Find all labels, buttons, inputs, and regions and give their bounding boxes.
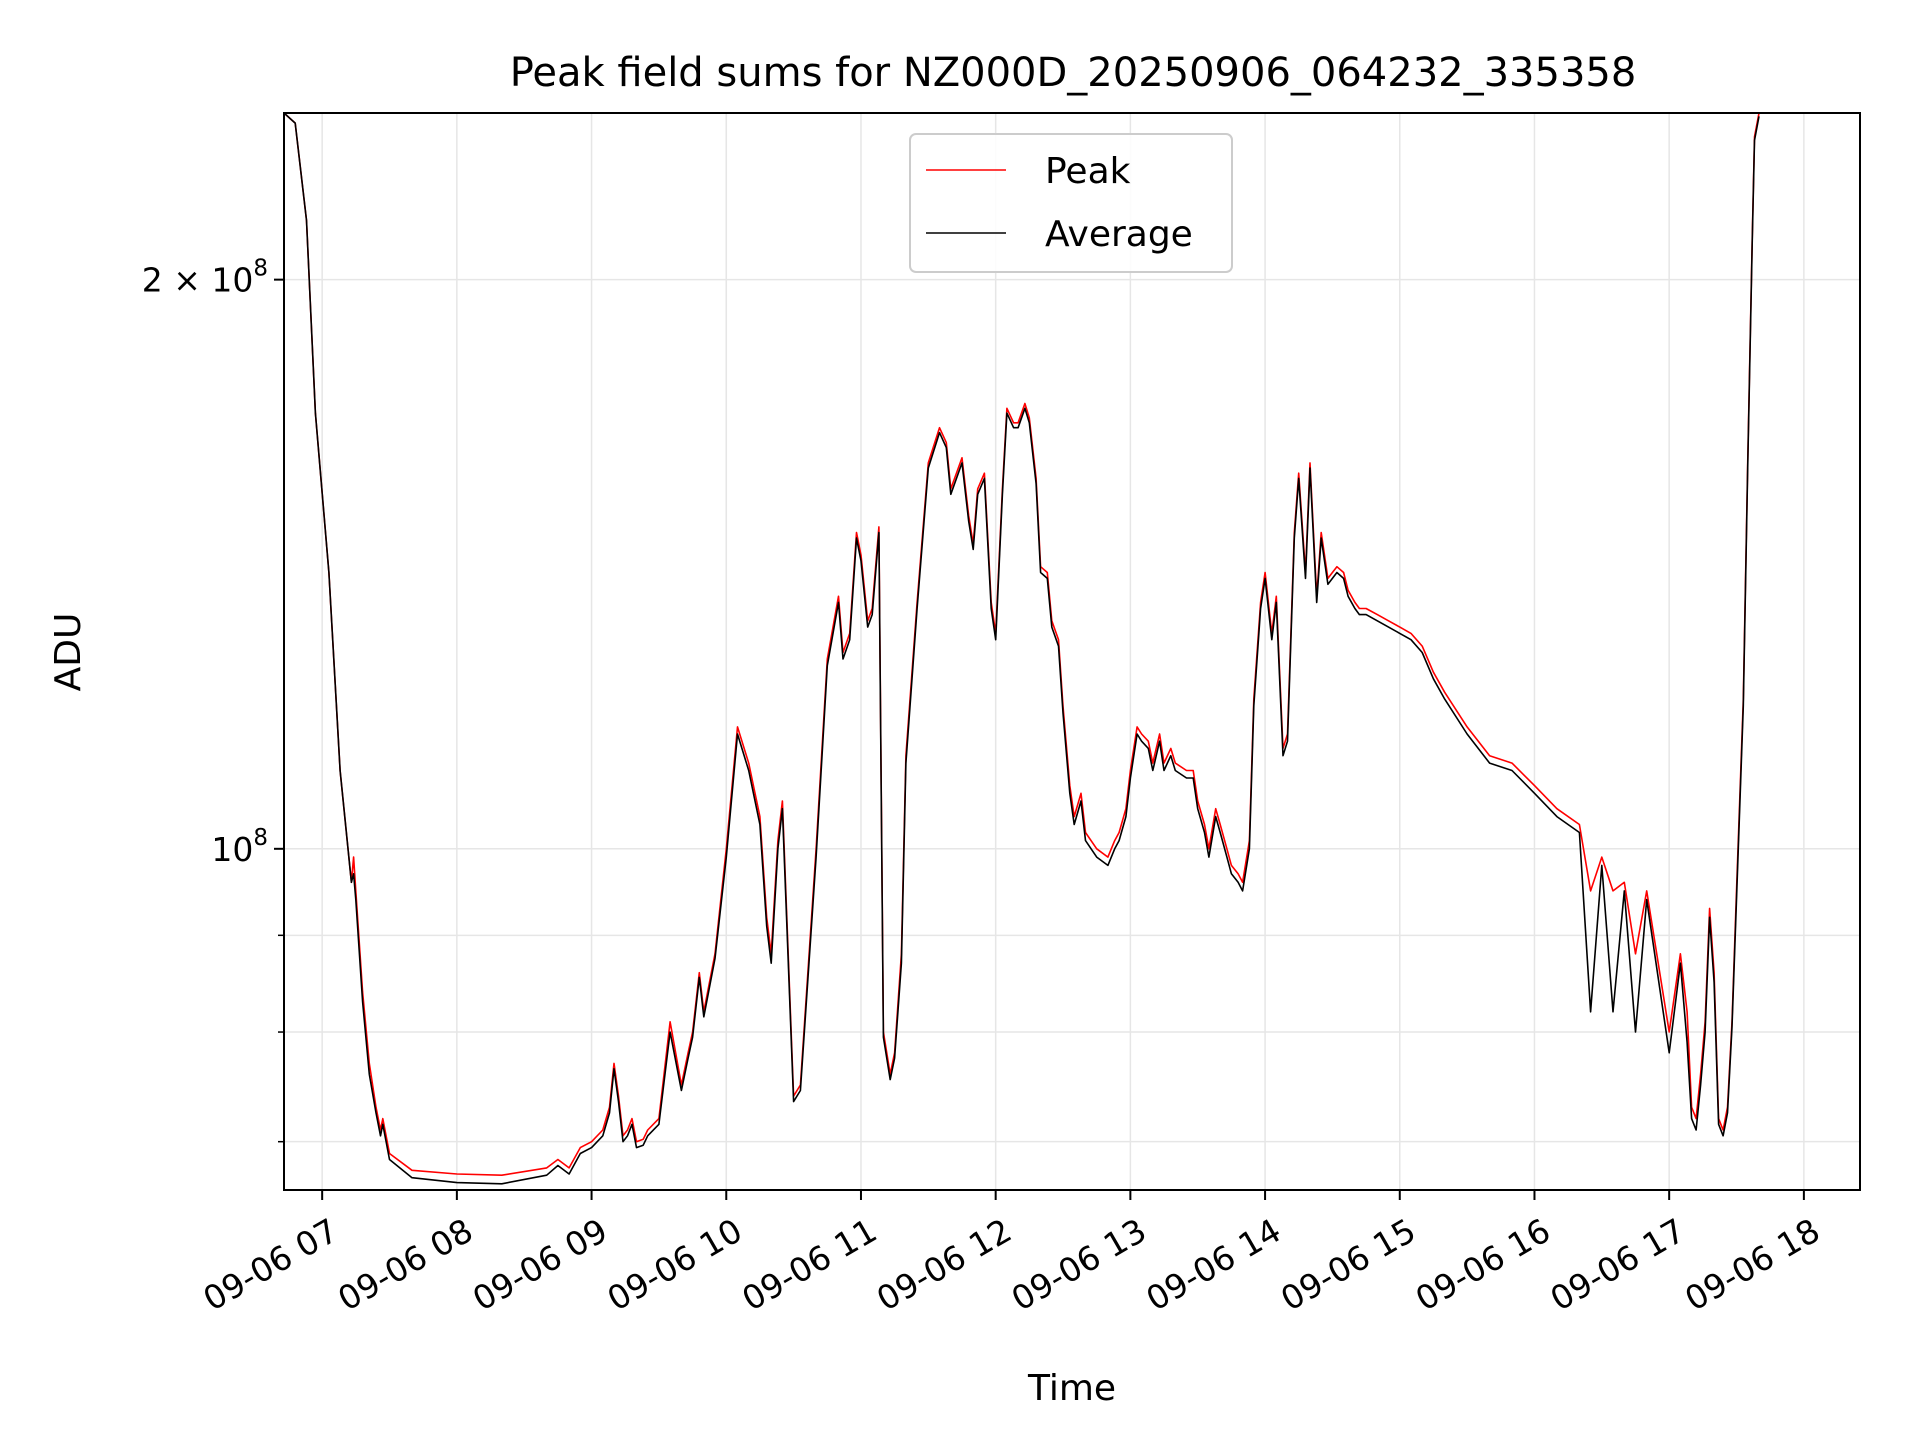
legend-label-peak: Peak (1045, 151, 1131, 192)
plot-frame (283, 112, 1861, 1191)
legend-box (909, 133, 1233, 273)
chart-title: Peak field sums for NZ000D_20250906_0642… (510, 50, 1637, 96)
legend-label-average: Average (1045, 214, 1193, 255)
x-axis-label: Time (1027, 1368, 1116, 1409)
y-axis: 108 2 × 108 (142, 256, 284, 1143)
y-tick-label: 2 × 108 (142, 256, 268, 300)
series-line-average (283, 112, 1760, 1185)
plot-lines (283, 112, 1760, 1185)
y-tick-label: 108 (211, 825, 268, 869)
legend: Peak Average (909, 133, 1233, 273)
grid (284, 113, 1860, 1190)
y-axis-label: ADU (48, 613, 89, 692)
